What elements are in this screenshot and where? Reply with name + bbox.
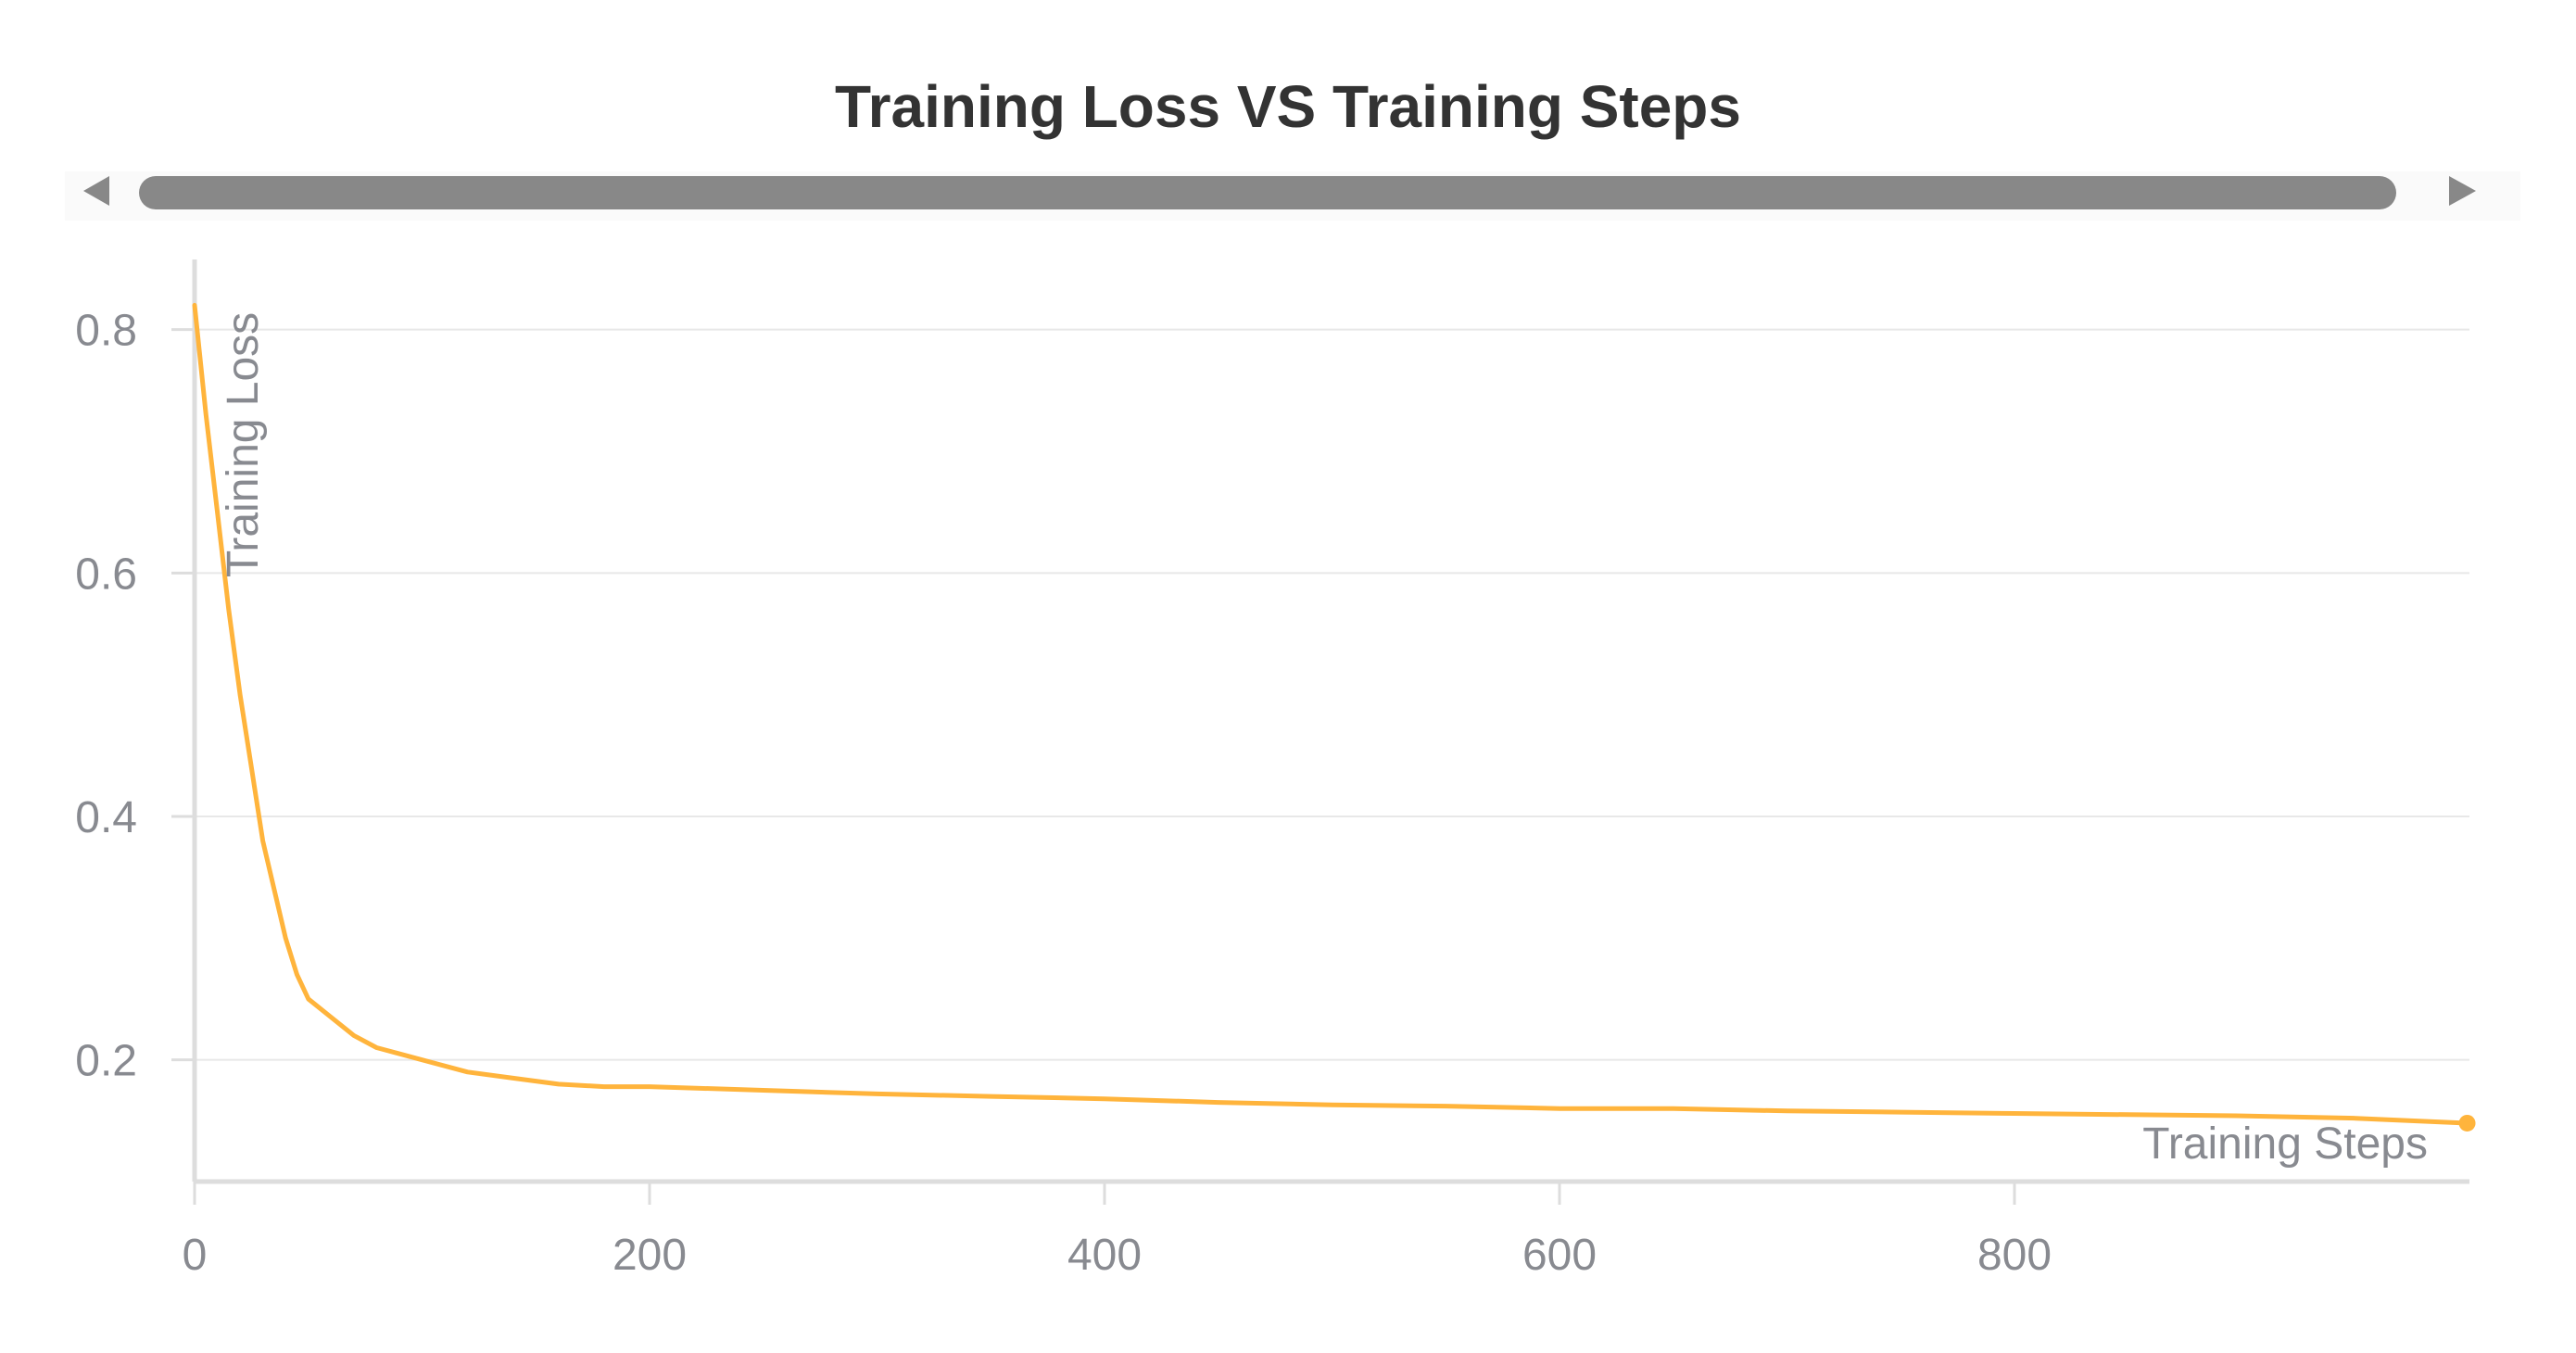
- y-tick-label: 0.4: [75, 793, 137, 842]
- grid-lines: [195, 328, 2469, 1061]
- x-tick-label: 600: [1522, 1231, 1597, 1280]
- y-tick-label: 0.2: [75, 1037, 137, 1086]
- zoom-scrollbar[interactable]: [65, 171, 2520, 221]
- y-tick-label: 0.6: [75, 550, 137, 599]
- loss-series-line: [192, 302, 2469, 1126]
- x-tick-label: 0: [183, 1231, 208, 1280]
- scrollbar-thumb[interactable]: [139, 176, 2396, 209]
- axis-labels: Training Loss Training Steps: [219, 312, 2428, 1169]
- series-endpoint: [2458, 1114, 2476, 1132]
- axes: 0.2 0.4 0.6 0.8 0 200 400 600 800: [75, 259, 2469, 1280]
- series-group: [192, 302, 2476, 1132]
- y-axis-label: Training Loss: [219, 312, 268, 577]
- triangle-left-icon[interactable]: [83, 176, 109, 206]
- x-axis-label: Training Steps: [2142, 1119, 2428, 1169]
- triangle-right-icon[interactable]: [2449, 176, 2476, 206]
- chart-title: Training Loss VS Training Steps: [835, 73, 1741, 140]
- x-tick-label: 200: [612, 1231, 687, 1280]
- x-tick-label: 400: [1067, 1231, 1142, 1280]
- y-tick-label: 0.8: [75, 307, 137, 356]
- x-tick-label: 800: [1977, 1231, 2052, 1280]
